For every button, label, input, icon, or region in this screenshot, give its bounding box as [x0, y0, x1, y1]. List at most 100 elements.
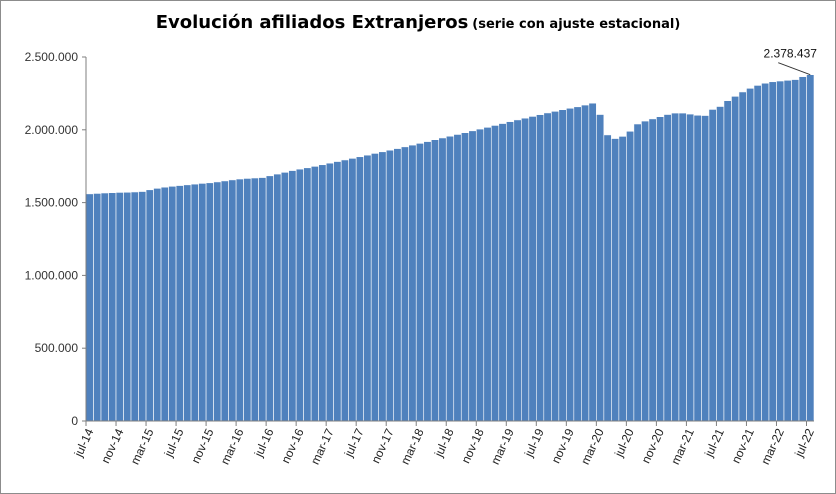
bar-mar-21: [686, 113, 695, 422]
annotation-group: 2.378.437: [764, 47, 818, 76]
bar-abr-19: [513, 119, 522, 422]
bar-ene-15: [130, 191, 139, 422]
bar-oct-18: [468, 130, 477, 422]
bar-feb-15: [138, 191, 147, 422]
y-tick-label: 0: [71, 414, 78, 428]
bar-ago-18: [453, 134, 462, 422]
bar-dic-16: [303, 167, 312, 422]
bar-jun-21: [708, 109, 717, 422]
bar-mar-17: [325, 162, 334, 422]
bar-abr-18: [423, 141, 432, 422]
x-tick-label: jul-15: [161, 426, 187, 460]
bar-oct-15: [198, 183, 207, 422]
bar-feb-16: [228, 179, 237, 422]
axes-group: [85, 57, 814, 422]
bar-jul-20: [626, 130, 635, 422]
bar-oct-20: [648, 118, 657, 422]
x-tick-label: mar-20: [578, 426, 607, 467]
x-tick-label: nov-16: [278, 426, 306, 465]
bar-ago-17: [363, 154, 372, 422]
x-tick-label: jul-18: [431, 426, 457, 460]
bar-may-17: [340, 159, 349, 422]
bar-sep-20: [641, 120, 650, 422]
bar-may-19: [520, 117, 530, 422]
bar-jul-19: [536, 114, 545, 422]
bar-jun-19: [528, 116, 537, 422]
x-tick-label: mar-15: [128, 426, 157, 467]
bar-mar-22: [776, 80, 785, 422]
x-tick-label: jul-22: [791, 426, 817, 460]
bar-may-21: [701, 115, 710, 422]
bar-ago-20: [633, 123, 642, 422]
annotation-leader: [778, 62, 811, 76]
bar-may-15: [160, 186, 169, 422]
annotation-label: 2.378.437: [764, 47, 818, 61]
bar-ene-21: [671, 112, 680, 422]
bar-abr-15: [153, 188, 162, 422]
x-tick-label: nov-19: [549, 426, 577, 465]
bar-dic-20: [663, 114, 672, 422]
bar-mar-20: [596, 114, 605, 422]
y-tick-label: 1.500.000: [25, 196, 79, 210]
bar-sep-19: [551, 111, 560, 422]
bar-sep-14: [100, 192, 109, 422]
bar-mar-15: [145, 189, 154, 422]
bar-feb-19: [498, 123, 507, 422]
bar-nov-16: [295, 168, 304, 422]
bar-nov-17: [385, 149, 395, 422]
bar-jul-14: [85, 193, 94, 422]
bar-nov-21: [746, 88, 755, 422]
chart-title-main: Evolución afiliados Extranjeros: [155, 12, 469, 33]
bar-abr-21: [693, 114, 702, 422]
bar-sep-16: [280, 172, 289, 422]
x-tick-label: jul-19: [521, 426, 547, 460]
chart-title: Evolución afiliados Extranjeros (serie c…: [0, 12, 836, 33]
bar-sep-17: [370, 153, 380, 422]
bar-ene-20: [581, 104, 590, 422]
bar-ene-18: [400, 146, 410, 422]
bar-feb-20: [588, 102, 597, 422]
bar-sep-21: [731, 96, 740, 422]
x-tick-label: mar-21: [668, 426, 697, 467]
bar-jun-18: [438, 137, 447, 422]
x-axis-ticks: jul-14 nov-14 mar-15 jul-15 nov-15 mar-16 jul-…: [71, 421, 817, 467]
bar-may-22: [791, 79, 800, 422]
y-tick-label: 1.000.000: [25, 268, 79, 282]
bar-oct-21: [738, 91, 747, 422]
x-tick-label: nov-17: [368, 426, 396, 465]
y-tick-label: 500.000: [35, 341, 79, 355]
bar-ago-19: [543, 112, 552, 422]
bar-nov-20: [656, 116, 665, 422]
bar-dic-18: [483, 127, 492, 422]
x-tick-label: mar-18: [398, 426, 427, 467]
x-tick-label: jul-20: [611, 426, 637, 460]
y-tick-label: 2.500.000: [25, 50, 79, 64]
bar-abr-16: [243, 178, 252, 422]
bar-ago-14: [93, 193, 102, 422]
bar-oct-19: [558, 109, 567, 422]
bar-jul-21: [716, 106, 725, 422]
bar-mar-16: [235, 178, 244, 422]
bar-feb-18: [408, 144, 417, 422]
bar-may-20: [611, 138, 620, 422]
bar-ago-21: [723, 100, 732, 422]
bar-ene-16: [220, 180, 229, 422]
x-tick-label: jul-14: [71, 426, 97, 460]
bar-nov-19: [566, 107, 575, 422]
bar-dic-19: [573, 106, 582, 422]
bar-feb-17: [318, 164, 327, 422]
bar-mar-19: [505, 121, 515, 422]
bar-oct-14: [108, 192, 117, 422]
x-tick-label: jul-17: [341, 426, 367, 460]
bar-abr-22: [783, 80, 792, 422]
bar-oct-17: [378, 151, 387, 422]
y-axis-ticks: 0 500.000 1.000.000 1.500.000 2.000.000 2.500…: [25, 50, 86, 428]
bar-jun-16: [258, 177, 267, 422]
chart-subtitle: (serie con ajuste estacional): [472, 17, 681, 32]
bar-dic-15: [213, 181, 222, 422]
bar-jun-20: [618, 136, 627, 422]
bar-jun-17: [348, 158, 357, 422]
bar-ago-15: [183, 184, 192, 422]
x-tick-label: nov-14: [98, 426, 126, 465]
